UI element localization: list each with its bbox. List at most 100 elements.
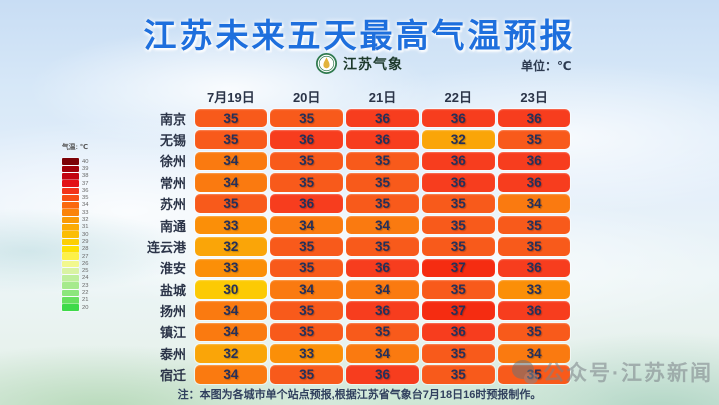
temperature-value: 35 <box>421 194 495 213</box>
temperature-value: 35 <box>421 237 495 256</box>
temperature-cell: 36 <box>269 129 345 150</box>
legend-step: 34 <box>62 202 108 209</box>
legend-step-label: 25 <box>82 267 89 275</box>
temperature-value: 35 <box>497 237 571 256</box>
temperature-cell: 35 <box>269 364 345 385</box>
temperature-value: 34 <box>194 172 268 192</box>
temperature-value: 30 <box>194 279 268 299</box>
temperature-cell: 36 <box>420 107 496 128</box>
temperature-cell: 34 <box>193 300 269 321</box>
legend-step: 25 <box>62 267 108 275</box>
temperature-value: 37 <box>421 301 495 320</box>
temperature-value: 35 <box>346 322 419 342</box>
temperature-value: 33 <box>497 279 571 299</box>
temperature-value: 35 <box>194 194 268 213</box>
temperature-cell: 30 <box>193 279 269 300</box>
legend-swatch <box>62 238 79 246</box>
legend-step-label: 23 <box>82 282 89 289</box>
temperature-cell: 35 <box>269 236 345 257</box>
temperature-value: 35 <box>421 365 495 385</box>
legend-step-label: 24 <box>82 274 89 282</box>
temperature-value: 35 <box>194 108 268 128</box>
legend-step-label: 36 <box>82 187 89 194</box>
city-label: 常州 <box>159 175 186 191</box>
legend-swatch <box>62 202 79 209</box>
temperature-value: 33 <box>194 258 268 278</box>
temperature-cell: 32 <box>193 236 269 257</box>
temperature-cell: 36 <box>420 172 496 193</box>
city-label: 苏州 <box>159 197 186 213</box>
agency-logo: 江苏气象 <box>0 53 719 74</box>
temperature-cell: 34 <box>193 172 269 193</box>
temperature-value: 36 <box>497 301 571 320</box>
legend-step: 22 <box>62 289 108 297</box>
temperature-cell: 34 <box>345 214 421 235</box>
temperature-cell: 33 <box>269 343 345 364</box>
temperature-value: 35 <box>421 215 495 235</box>
temperature-value: 36 <box>421 108 495 128</box>
temperature-value: 34 <box>194 322 268 342</box>
city-label: 连云港 <box>146 239 186 255</box>
legend-step-label: 26 <box>82 260 89 267</box>
temperature-cell: 36 <box>345 257 421 278</box>
temperature-cell: 33 <box>496 279 572 300</box>
legend-step: 21 <box>62 296 108 304</box>
temperature-cell: 35 <box>193 193 269 214</box>
temperature-cell: 34 <box>269 214 345 235</box>
legend-swatch <box>62 296 79 304</box>
legend-step: 31 <box>62 224 108 231</box>
city-label: 淮安 <box>159 261 186 277</box>
temperature-value: 35 <box>497 130 571 149</box>
temperature-cell: 35 <box>496 236 572 257</box>
temperature-cell: 34 <box>496 193 572 214</box>
legend-step-label: 35 <box>82 194 89 202</box>
temperature-value: 34 <box>270 215 343 235</box>
legend-swatch <box>62 245 79 253</box>
legend-step-label: 34 <box>82 201 89 209</box>
temperature-value: 34 <box>346 344 419 363</box>
legend-step: 26 <box>62 260 108 268</box>
agency-name: 江苏气象 <box>343 55 403 72</box>
legend-step-label: 32 <box>82 216 89 223</box>
temperature-value: 36 <box>346 130 419 149</box>
temperature-cell: 36 <box>496 257 572 278</box>
legend-step: 39 <box>62 165 108 173</box>
temperature-cell: 36 <box>345 364 421 385</box>
temperature-cell: 35 <box>420 214 496 235</box>
temperature-cell: 35 <box>496 214 572 235</box>
temperature-cell: 35 <box>420 236 496 257</box>
legend-swatch <box>62 231 79 238</box>
legend-step: 28 <box>62 245 108 253</box>
temperature-value: 35 <box>421 279 495 299</box>
wechat-icon <box>512 360 538 384</box>
temperature-cell: 35 <box>345 321 421 342</box>
temperature-cell: 35 <box>269 257 345 278</box>
legend-step-label: 28 <box>82 245 89 253</box>
temperature-value: 36 <box>497 258 571 278</box>
city-label: 宿迁 <box>159 368 186 384</box>
temperature-value: 36 <box>346 258 419 278</box>
temperature-cell: 32 <box>420 129 496 150</box>
legend-swatch <box>62 260 79 268</box>
temperature-cell: 35 <box>269 172 345 193</box>
temperature-value: 32 <box>421 130 495 149</box>
temperature-cell: 33 <box>193 257 269 278</box>
legend-step-label: 21 <box>82 296 89 304</box>
temperature-cell: 36 <box>496 300 572 321</box>
legend-swatch <box>62 194 79 202</box>
temperature-value: 35 <box>194 130 268 149</box>
temperature-cell: 34 <box>193 150 269 171</box>
temperature-value: 34 <box>194 301 268 320</box>
legend-step: 36 <box>62 187 108 195</box>
temperature-cell: 35 <box>420 193 496 214</box>
temperature-cell: 36 <box>496 172 572 193</box>
temperature-cell: 35 <box>193 107 269 128</box>
temperature-cell: 36 <box>420 321 496 342</box>
date-column-header: 21日 <box>368 89 397 105</box>
temperature-value: 35 <box>346 151 419 171</box>
city-label: 南通 <box>159 218 186 234</box>
city-label: 镇江 <box>159 325 186 341</box>
date-column-header: 20日 <box>292 89 321 105</box>
temperature-value: 34 <box>497 344 571 363</box>
temperature-cell: 32 <box>193 343 269 364</box>
